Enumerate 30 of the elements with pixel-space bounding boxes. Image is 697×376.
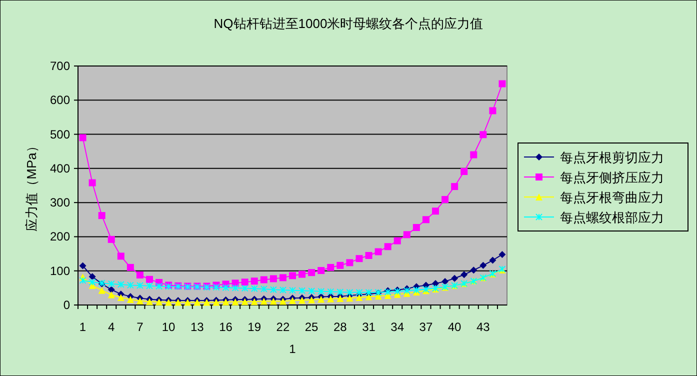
y-axis-title: 应力值（MPa）	[24, 140, 39, 232]
y-tick-label: 0	[63, 298, 70, 312]
x-tick-label: 22	[276, 320, 290, 334]
x-tick-label: 7	[136, 320, 144, 334]
x-tick-label: 13	[190, 320, 204, 334]
x-tick-label: 1	[79, 320, 86, 334]
legend-label: 每点螺纹根部应力	[560, 210, 664, 225]
y-tick-label: 200	[50, 230, 70, 244]
x-axis-title: 1	[289, 342, 296, 356]
legend-label: 每点牙根弯曲应力	[560, 190, 664, 205]
chart-title: NQ钻杆钻进至1000米时母螺纹各个点的应力值	[214, 16, 484, 31]
y-tick-label: 300	[50, 196, 70, 210]
x-tick-label: 40	[448, 320, 462, 334]
x-tick-label: 19	[248, 320, 262, 334]
y-tick-label: 500	[50, 127, 70, 142]
x-tick-label: 37	[419, 320, 433, 334]
x-tick-label: 25	[304, 320, 319, 334]
legend-label: 每点牙侧挤压应力	[560, 170, 664, 185]
x-tick-label: 10	[162, 320, 176, 334]
y-tick-label: 700	[50, 59, 70, 73]
y-tick-label: 600	[50, 93, 70, 108]
x-tick-label: 43	[476, 320, 490, 334]
x-tick-label: 4	[108, 320, 116, 334]
x-tick-label: 34	[390, 320, 404, 334]
x-tick-label: 28	[333, 320, 348, 334]
x-tick-label: 16	[219, 320, 233, 334]
y-tick-label: 400	[50, 161, 70, 176]
legend-label: 每点牙根剪切应力	[560, 150, 664, 165]
x-tick-label: 31	[362, 320, 376, 334]
y-tick-label: 100	[50, 264, 70, 278]
